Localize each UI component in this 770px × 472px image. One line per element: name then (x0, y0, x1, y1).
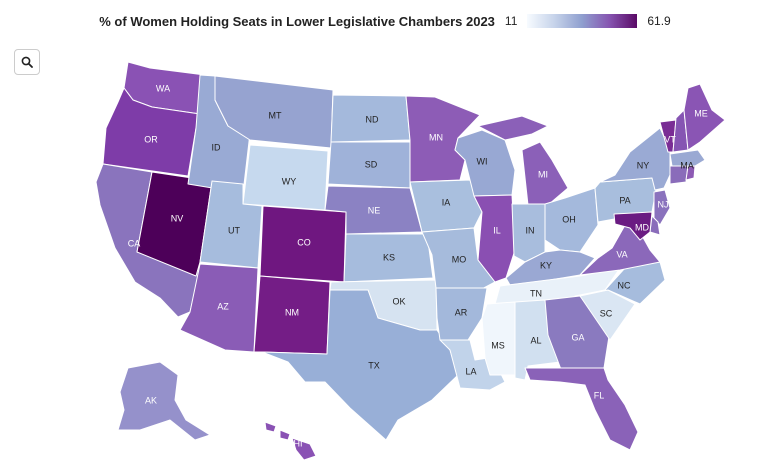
state-az[interactable] (179, 263, 259, 353)
state-ak[interactable] (117, 361, 211, 441)
state-nc[interactable] (574, 261, 666, 305)
state-label-ne: NE (368, 205, 381, 215)
state-label-id: ID (212, 142, 222, 152)
state-ct[interactable] (669, 165, 689, 185)
state-label-or: OR (144, 134, 158, 144)
state-label-hi: HI (294, 438, 303, 448)
state-mo[interactable] (421, 227, 496, 291)
legend-min-value: 11 (504, 14, 518, 28)
state-label-mt: MT (269, 110, 282, 120)
state-label-fl: FL (594, 390, 605, 400)
state-me[interactable] (683, 83, 726, 151)
state-label-ca: CA (128, 238, 141, 248)
state-label-vt: VT (664, 134, 676, 144)
map-header: % of Women Holding Seats in Lower Legisl… (0, 10, 770, 32)
state-label-ky: KY (540, 260, 552, 270)
state-label-nm: NM (285, 307, 299, 317)
state-label-md: MD (635, 222, 649, 232)
state-label-ar: AR (455, 307, 468, 317)
state-tx[interactable] (261, 289, 459, 441)
state-label-co: CO (297, 237, 311, 247)
state-label-sd: SD (365, 159, 378, 169)
legend-color-scale (527, 14, 638, 28)
state-label-ak: AK (145, 395, 157, 405)
state-oh[interactable] (544, 187, 599, 253)
state-label-nj: NJ (658, 199, 669, 209)
state-label-ia: IA (442, 197, 451, 207)
state-label-tn: TN (530, 288, 542, 298)
state-nj[interactable] (653, 189, 671, 226)
state-ia[interactable] (409, 179, 483, 233)
state-or[interactable] (102, 87, 201, 177)
state-label-nd: ND (366, 114, 379, 124)
state-la[interactable] (439, 339, 506, 391)
state-label-tx: TX (368, 360, 380, 370)
state-hi[interactable] (264, 421, 317, 461)
state-mt[interactable] (214, 75, 334, 149)
state-ks[interactable] (343, 233, 434, 283)
legend-max-value: 61.9 (647, 14, 671, 28)
state-label-az: AZ (217, 301, 229, 311)
state-label-mn: MN (429, 132, 443, 142)
state-label-me: ME (694, 108, 708, 118)
state-label-al: AL (530, 335, 541, 345)
state-label-ok: OK (392, 296, 405, 306)
state-label-il: IL (493, 225, 501, 235)
state-label-pa: PA (619, 195, 630, 205)
state-label-mo: MO (452, 254, 467, 264)
state-label-ga: GA (571, 332, 584, 342)
state-md[interactable] (613, 211, 653, 241)
map-title: % of Women Holding Seats in Lower Legisl… (99, 13, 495, 29)
state-label-va: VA (616, 249, 627, 259)
state-ri[interactable] (685, 165, 696, 181)
state-ma[interactable] (669, 149, 706, 167)
state-label-ny: NY (637, 160, 650, 170)
state-wv[interactable] (594, 217, 626, 259)
state-fl[interactable] (524, 367, 639, 451)
state-label-nv: NV (171, 213, 184, 223)
state-ms[interactable] (481, 301, 516, 376)
state-label-oh: OH (562, 214, 576, 224)
state-label-wy: WY (282, 176, 297, 186)
search-icon (21, 56, 33, 68)
state-label-ma: MA (680, 160, 694, 170)
state-label-sc: SC (600, 308, 613, 318)
state-label-nc: NC (618, 280, 631, 290)
state-label-mi: MI (538, 169, 548, 179)
state-label-ms: MS (491, 340, 505, 350)
state-label-la: LA (465, 366, 476, 376)
state-label-ut: UT (228, 225, 240, 235)
state-label-in: IN (526, 225, 535, 235)
search-button[interactable] (14, 49, 40, 75)
state-ny[interactable] (599, 127, 671, 191)
state-label-wi: WI (477, 156, 488, 166)
state-label-ks: KS (383, 252, 395, 262)
state-label-wa: WA (156, 83, 170, 93)
state-ut[interactable] (199, 180, 263, 269)
